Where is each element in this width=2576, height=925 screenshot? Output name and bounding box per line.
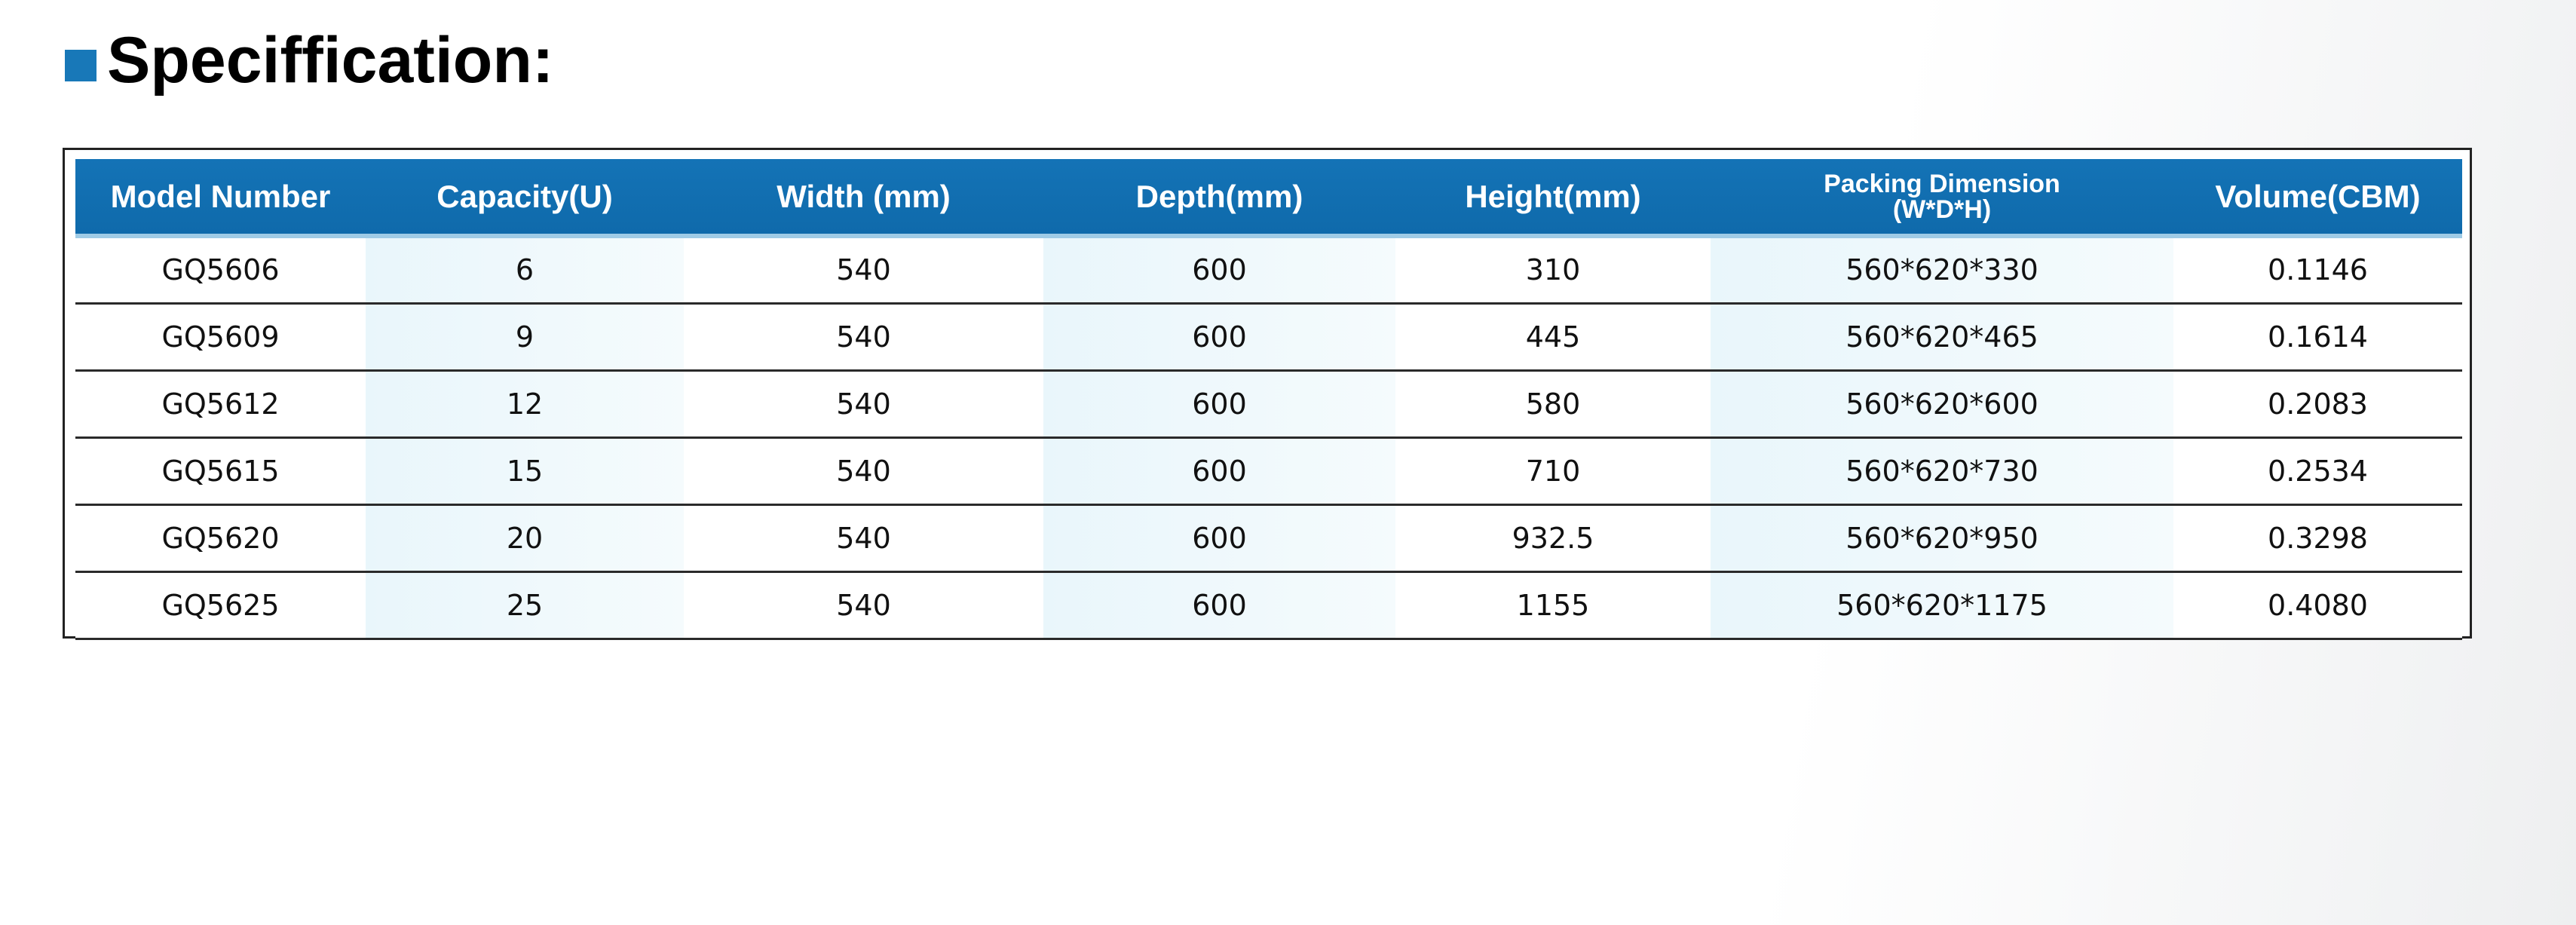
cell-model: GQ5606 xyxy=(75,236,366,305)
cell-model: GQ5620 xyxy=(75,504,366,573)
cell-model: GQ5609 xyxy=(75,303,366,372)
page-title: Speciffication: xyxy=(107,24,554,96)
header-packing-dimension-sub: (W*D*H) xyxy=(1892,194,1992,224)
header-capacity: Capacity(U) xyxy=(366,159,684,238)
cell-width: 540 xyxy=(684,437,1043,506)
cell-capacity: 12 xyxy=(366,370,684,439)
cell-capacity: 25 xyxy=(366,571,684,640)
cell-capacity: 20 xyxy=(366,504,684,573)
spec-table: Model Number Capacity(U) Width (mm) Dept… xyxy=(75,159,2462,640)
table-row: GQ5606 6 540 600 310 560*620*330 0.1146 xyxy=(75,236,2462,305)
cell-volume: 0.1614 xyxy=(2173,303,2462,372)
cell-depth: 600 xyxy=(1043,504,1395,573)
cell-model: GQ5625 xyxy=(75,571,366,640)
cell-capacity: 9 xyxy=(366,303,684,372)
table-row: GQ5609 9 540 600 445 560*620*465 0.1614 xyxy=(75,303,2462,372)
cell-volume: 0.3298 xyxy=(2173,504,2462,573)
table-row: GQ5615 15 540 600 710 560*620*730 0.2534 xyxy=(75,437,2462,506)
cell-model: GQ5615 xyxy=(75,437,366,506)
cell-packing: 560*620*950 xyxy=(1711,504,2173,573)
cell-depth: 600 xyxy=(1043,370,1395,439)
header-width: Width (mm) xyxy=(684,159,1043,238)
cell-packing: 560*620*465 xyxy=(1711,303,2173,372)
header-volume: Volume(CBM) xyxy=(2173,159,2462,238)
header-packing-dimension-label: Packing Dimension xyxy=(1824,169,2060,198)
cell-packing: 560*620*600 xyxy=(1711,370,2173,439)
spec-table-frame: Model Number Capacity(U) Width (mm) Dept… xyxy=(63,148,2472,640)
cell-height: 710 xyxy=(1395,437,1711,506)
table-row: GQ5612 12 540 600 580 560*620*600 0.2083 xyxy=(75,370,2462,439)
cell-capacity: 6 xyxy=(366,236,684,305)
cell-model: GQ5612 xyxy=(75,370,366,439)
header-packing-dimension: Packing Dimension (W*D*H) xyxy=(1711,159,2173,238)
cell-height: 1155 xyxy=(1395,571,1711,640)
table-row: GQ5620 20 540 600 932.5 560*620*950 0.32… xyxy=(75,504,2462,573)
cell-packing: 560*620*1175 xyxy=(1711,571,2173,640)
cell-packing: 560*620*330 xyxy=(1711,236,2173,305)
table-row: GQ5625 25 540 600 1155 560*620*1175 0.40… xyxy=(75,571,2462,640)
section-title: Speciffication: xyxy=(65,23,554,98)
header-height: Height(mm) xyxy=(1395,159,1711,238)
cell-volume: 0.2083 xyxy=(2173,370,2462,439)
cell-packing: 560*620*730 xyxy=(1711,437,2173,506)
cell-volume: 0.4080 xyxy=(2173,571,2462,640)
cell-width: 540 xyxy=(684,303,1043,372)
cell-depth: 600 xyxy=(1043,571,1395,640)
cell-width: 540 xyxy=(684,370,1043,439)
cell-depth: 600 xyxy=(1043,236,1395,305)
cell-height: 310 xyxy=(1395,236,1711,305)
square-bullet-icon xyxy=(65,50,96,81)
cell-width: 540 xyxy=(684,504,1043,573)
cell-depth: 600 xyxy=(1043,437,1395,506)
cell-height: 580 xyxy=(1395,370,1711,439)
cell-depth: 600 xyxy=(1043,303,1395,372)
cell-height: 932.5 xyxy=(1395,504,1711,573)
cell-width: 540 xyxy=(684,571,1043,640)
header-model-number: Model Number xyxy=(75,159,366,238)
cell-width: 540 xyxy=(684,236,1043,305)
header-depth: Depth(mm) xyxy=(1043,159,1395,238)
cell-capacity: 15 xyxy=(366,437,684,506)
cell-volume: 0.2534 xyxy=(2173,437,2462,506)
table-header-row: Model Number Capacity(U) Width (mm) Dept… xyxy=(75,159,2462,238)
cell-volume: 0.1146 xyxy=(2173,236,2462,305)
cell-height: 445 xyxy=(1395,303,1711,372)
